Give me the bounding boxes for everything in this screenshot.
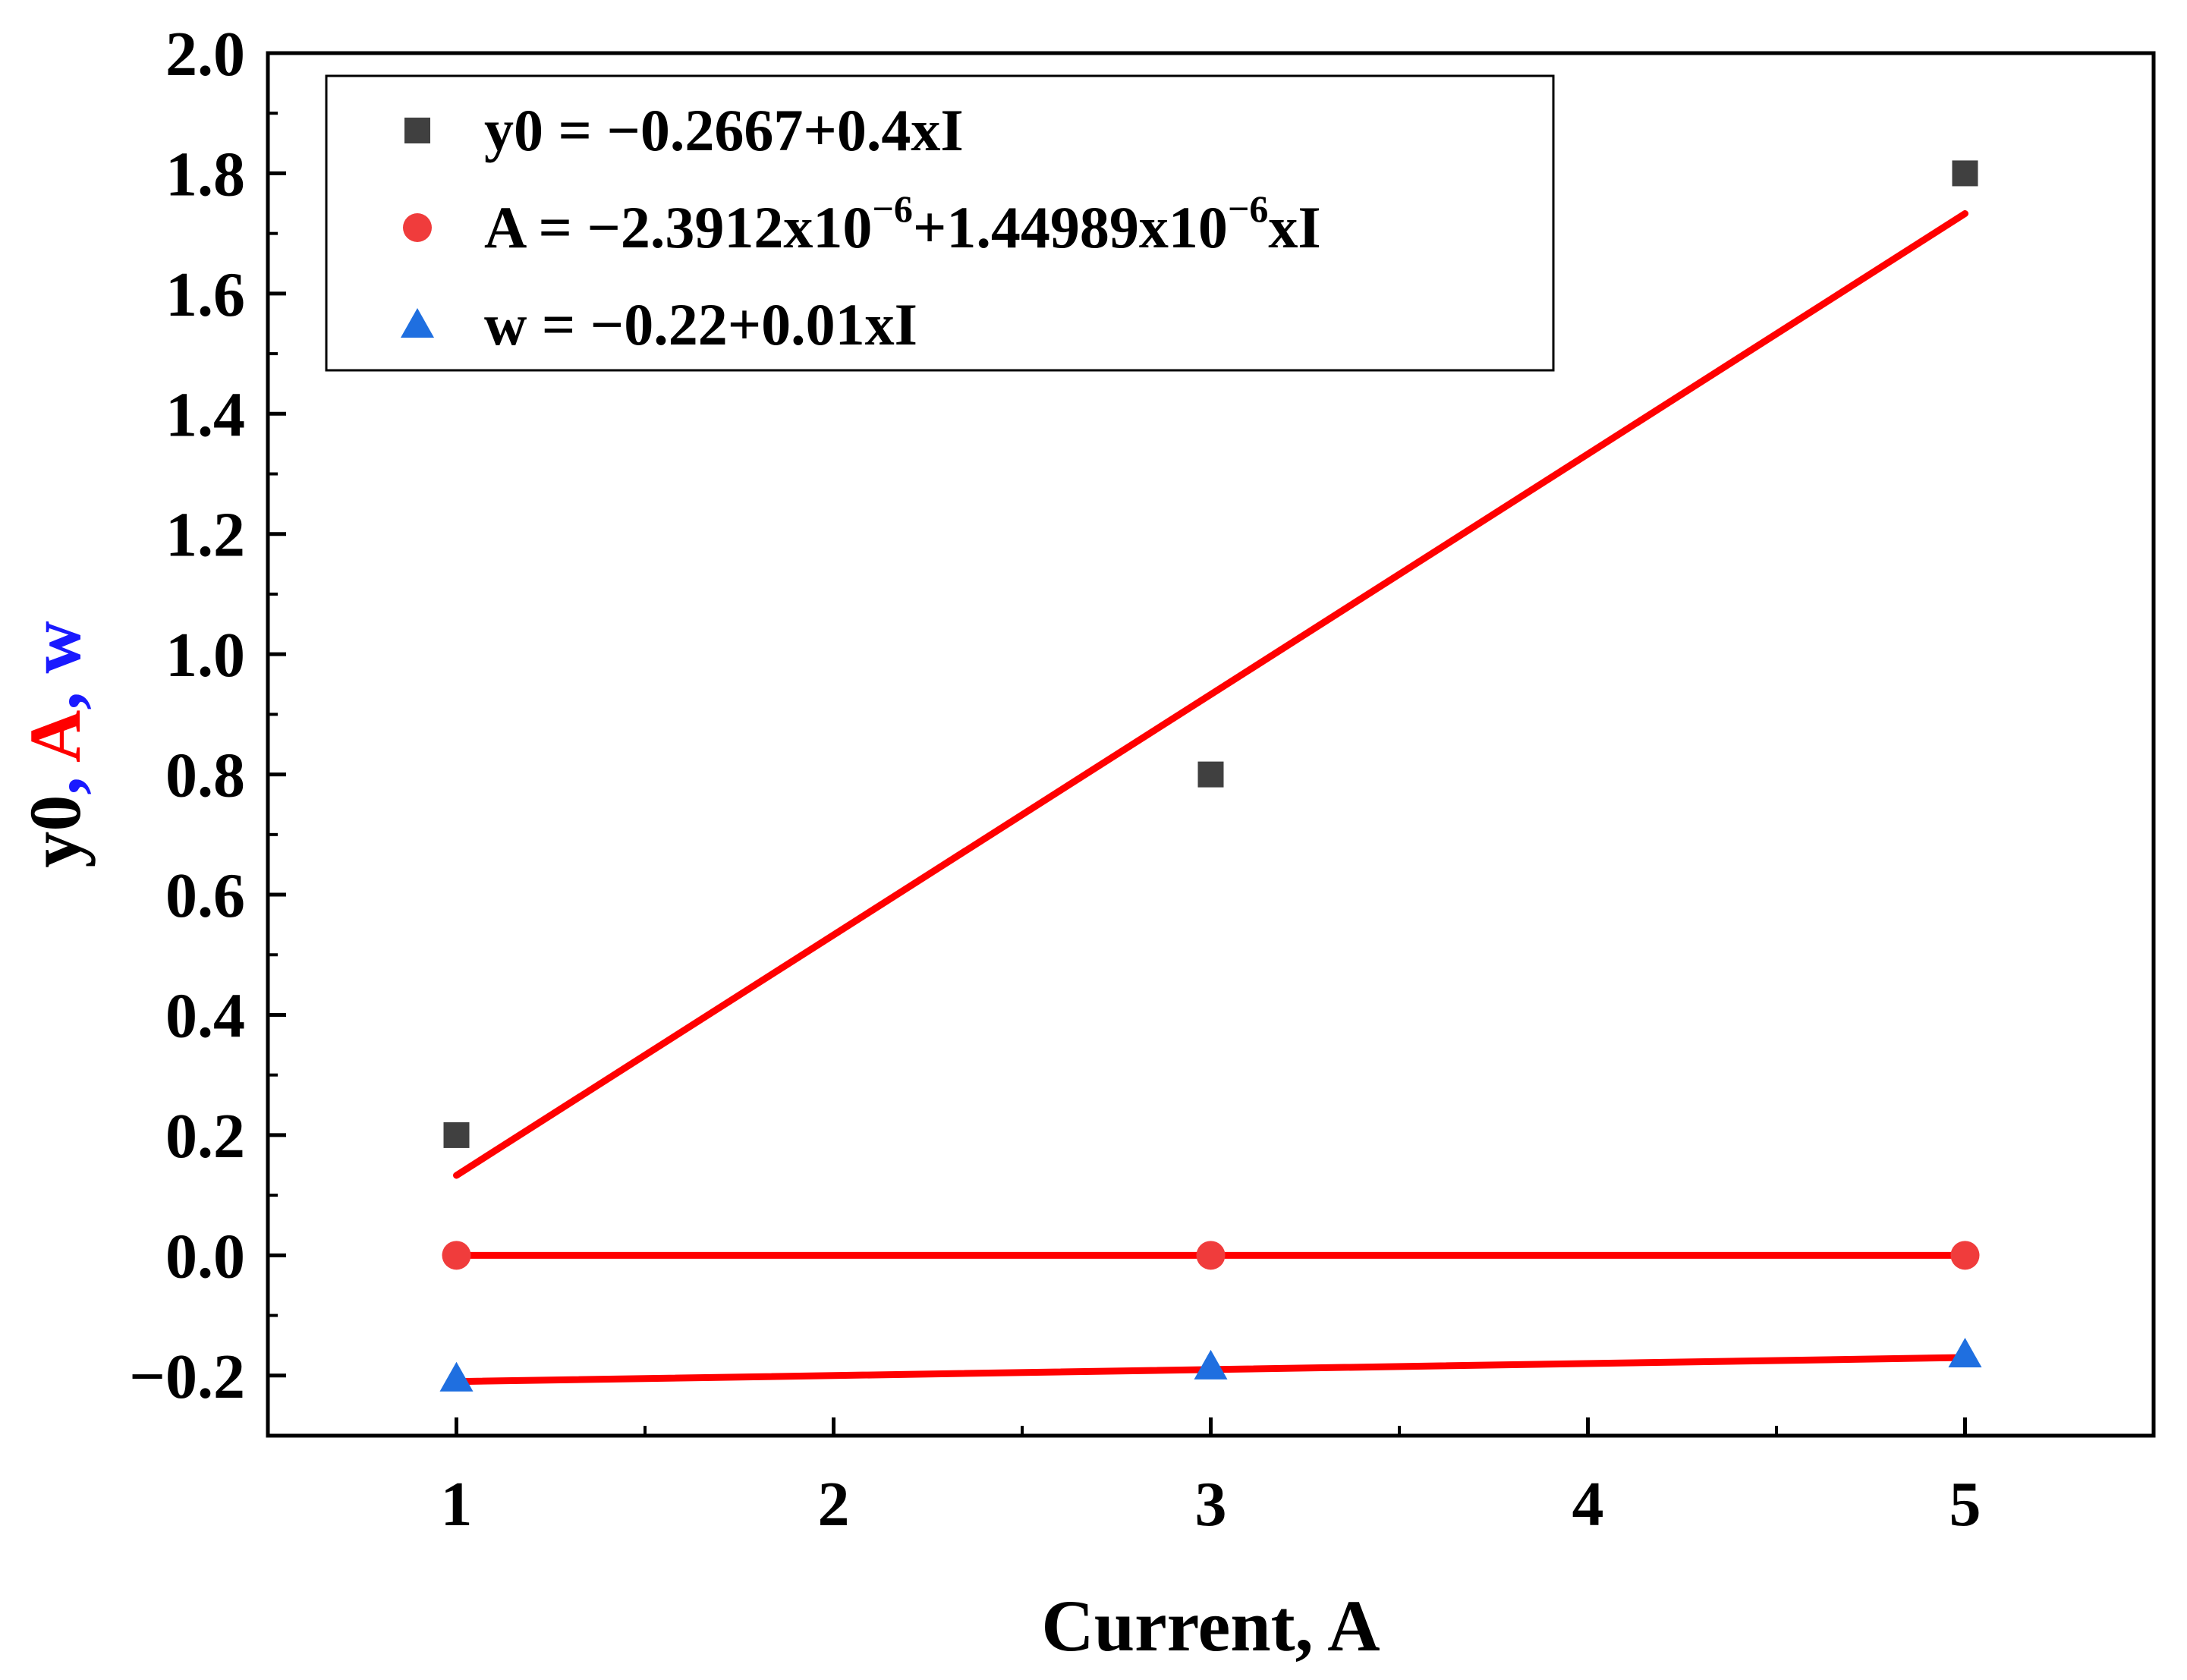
- y-axis-title-part: w: [14, 621, 96, 673]
- y-tick-label: −0.2: [129, 1342, 245, 1412]
- point-y0: [1197, 761, 1224, 788]
- x-axis-title: Current, A: [1041, 1585, 1380, 1666]
- fit-line-y0: [453, 210, 1968, 1179]
- legend-text-part: w = −0.22+0.01xI: [484, 291, 917, 357]
- x-tick-label: 5: [1949, 1469, 1981, 1540]
- x-axis-tick-labels: 1 2 3 4 5: [441, 1469, 1981, 1540]
- y-tick-label: 1.6: [165, 260, 245, 330]
- x-tick-label: 4: [1572, 1469, 1604, 1540]
- point-w: [1194, 1349, 1228, 1380]
- legend-text-part: +1.44989x10: [913, 194, 1228, 260]
- legend-text-part: y0 = −0.2667+0.4xI: [484, 97, 964, 163]
- y-tick-label: 0.2: [165, 1101, 245, 1172]
- y-tick-label: 1.0: [165, 620, 245, 691]
- legend-marker-w: [401, 308, 434, 338]
- point-A: [1950, 1241, 1980, 1270]
- y-axis-title-part: ,: [14, 763, 96, 795]
- y-tick-label: 1.8: [165, 139, 245, 209]
- y-tick-label: 0.8: [165, 741, 245, 811]
- fit-lines: [453, 210, 1968, 1386]
- y-tick-label: 1.2: [165, 500, 245, 571]
- legend-marker-A: [403, 213, 432, 242]
- point-w: [1948, 1338, 1982, 1368]
- legend-entry-y0: y0 = −0.2667+0.4xI: [484, 97, 964, 163]
- y-axis-title-part: y0: [14, 795, 96, 868]
- plot-area-frame: [266, 51, 2156, 1438]
- y-axis-title-part: A: [14, 710, 96, 763]
- legend-entry-A: A = −2.3912x10−6+1.44989x10−6xI: [484, 187, 1321, 260]
- legend-text-part: A = −2.3912x10: [484, 194, 872, 260]
- y-axis-title: y0, A, w: [14, 621, 96, 867]
- x-tick-label: 3: [1195, 1469, 1227, 1540]
- point-y0: [443, 1122, 470, 1148]
- point-w: [439, 1361, 474, 1392]
- y-tick-label: 0.6: [165, 860, 245, 931]
- y-axis-title-part: ,: [14, 674, 96, 710]
- legend-text-part: −6: [1228, 187, 1269, 230]
- legend-text-part: −6: [872, 187, 913, 230]
- x-tick-label: 2: [818, 1469, 850, 1540]
- point-y0: [1952, 160, 1978, 187]
- legend-box: [325, 74, 1555, 372]
- y-tick-label: 1.4: [165, 379, 245, 450]
- y-axis-tick-labels: −0.2 0.0 0.2 0.4 0.6 0.8 1.0 1.2 1.4 1.6 1.8 2.0: [129, 19, 245, 1412]
- y-tick-label: 0.4: [165, 980, 245, 1051]
- legend-marker-y0: [404, 118, 430, 143]
- point-A: [442, 1241, 471, 1270]
- y-tick-label: 0.0: [165, 1221, 245, 1291]
- data-points: [439, 160, 1982, 1392]
- point-A: [1196, 1241, 1226, 1270]
- legend-text-part: xI: [1268, 194, 1320, 260]
- legend-entry-w: w = −0.22+0.01xI: [484, 291, 917, 357]
- y-tick-label: 2.0: [165, 19, 245, 90]
- x-tick-label: 1: [441, 1469, 473, 1540]
